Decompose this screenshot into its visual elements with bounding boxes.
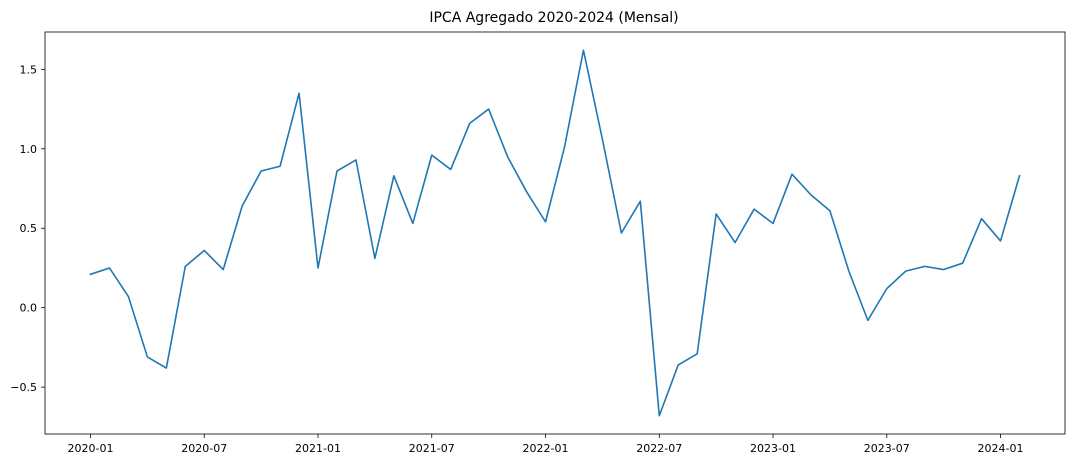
x-tick-label: 2023-01 bbox=[750, 442, 796, 455]
chart-title: IPCA Agregado 2020-2024 (Mensal) bbox=[429, 10, 678, 26]
y-tick-label: 1.5 bbox=[20, 63, 38, 76]
x-tick-label: 2024-01 bbox=[978, 442, 1024, 455]
x-tick-label: 2022-07 bbox=[636, 442, 682, 455]
x-tick-label: 2021-01 bbox=[295, 442, 341, 455]
series-line bbox=[91, 50, 1020, 415]
y-tick-label: 0.5 bbox=[20, 222, 38, 235]
x-tick-label: 2020-01 bbox=[68, 442, 114, 455]
x-tick-label: 2023-07 bbox=[864, 442, 910, 455]
plot-area: −0.5 0.0 0.5 1.0 1.5 2020-01 2020-07 2021-01 202… bbox=[10, 32, 1065, 455]
plot-frame bbox=[45, 32, 1065, 434]
y-tick-label: −0.5 bbox=[10, 381, 37, 394]
y-tick-label: 0.0 bbox=[20, 302, 38, 315]
x-tick-label: 2020-07 bbox=[181, 442, 227, 455]
x-tick-label: 2021-07 bbox=[409, 442, 455, 455]
x-tick-label: 2022-01 bbox=[523, 442, 569, 455]
y-tick-label: 1.0 bbox=[20, 143, 38, 156]
